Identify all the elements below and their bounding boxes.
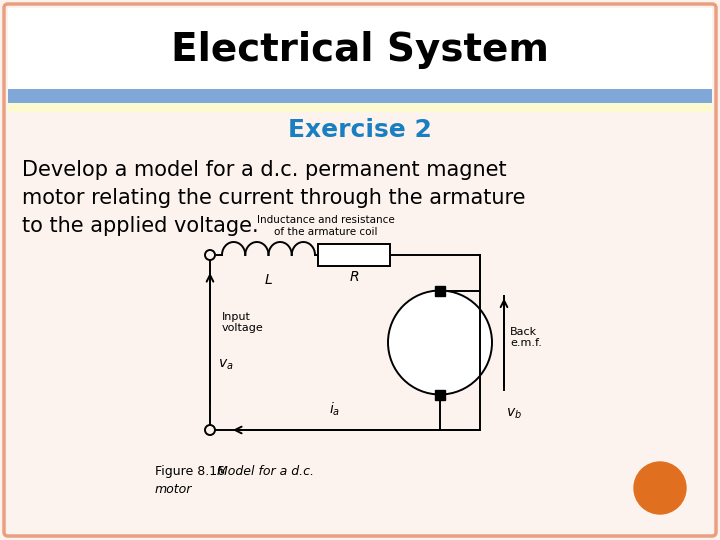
Text: Inductance and resistance: Inductance and resistance	[257, 215, 395, 225]
Text: of the armature coil: of the armature coil	[274, 227, 378, 237]
Text: $v_a$: $v_a$	[218, 358, 233, 372]
Text: Input
voltage: Input voltage	[222, 312, 264, 333]
Text: Exercise 2: Exercise 2	[288, 118, 432, 142]
Text: $v_b$: $v_b$	[506, 407, 522, 421]
Bar	[8, 103, 712, 112]
Text: to the applied voltage.: to the applied voltage.	[22, 216, 258, 236]
FancyBboxPatch shape	[4, 4, 716, 536]
Circle shape	[634, 462, 686, 514]
Text: $i_a$: $i_a$	[330, 401, 341, 418]
Circle shape	[388, 291, 492, 395]
Text: Back
e.m.f.: Back e.m.f.	[510, 327, 542, 348]
Bar	[318, 244, 390, 266]
Text: Figure 8.16: Figure 8.16	[155, 465, 229, 478]
Text: R: R	[349, 270, 359, 284]
Bar	[435, 389, 445, 400]
Bar	[8, 8, 712, 95]
Bar	[8, 89, 712, 103]
Text: Model for a d.c.: Model for a d.c.	[217, 465, 314, 478]
Text: L: L	[265, 273, 272, 287]
Bar	[435, 286, 445, 295]
Text: Develop a model for a d.c. permanent magnet: Develop a model for a d.c. permanent mag…	[22, 160, 507, 180]
Text: Electrical System: Electrical System	[171, 31, 549, 69]
Text: motor relating the current through the armature: motor relating the current through the a…	[22, 188, 526, 208]
Text: motor: motor	[155, 483, 192, 496]
